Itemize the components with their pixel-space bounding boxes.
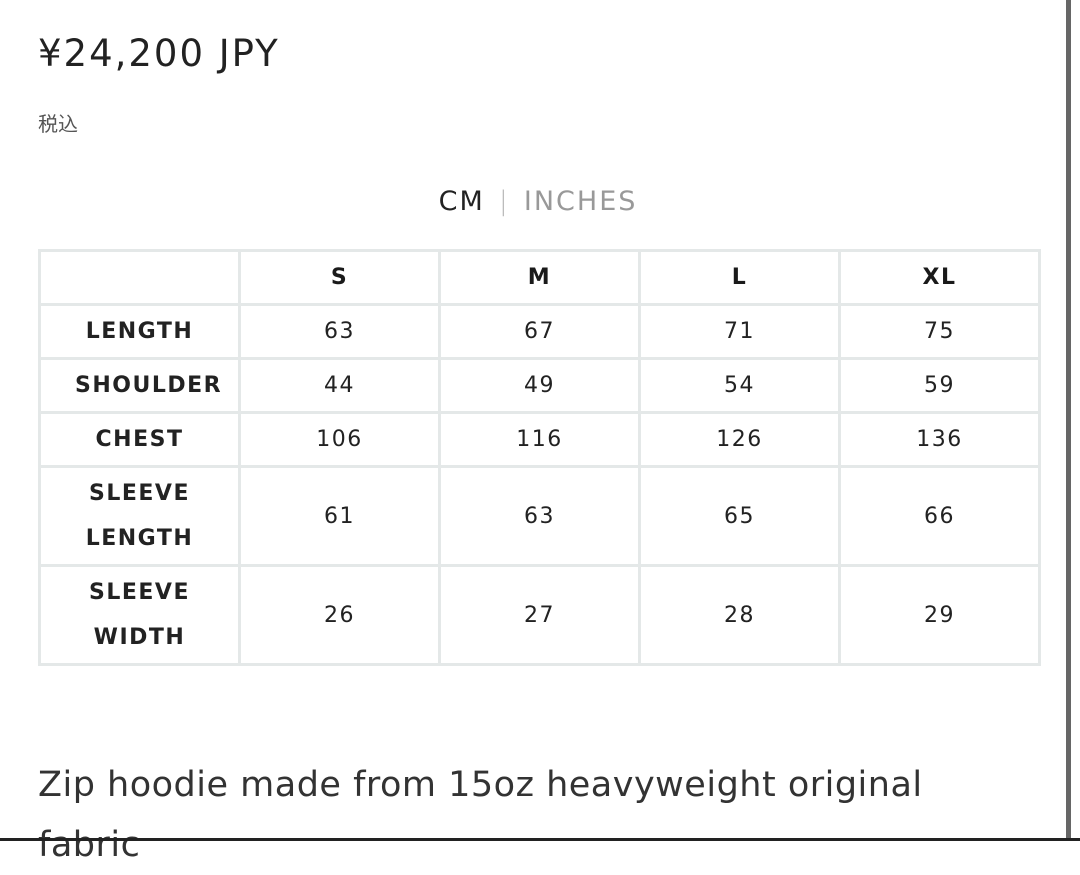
measure-row: SLEEVE WIDTH 26 27 28 29 [38,564,1041,666]
measure-value: 136 [838,411,1041,468]
tax-note: 税込 [38,112,78,136]
row-label: SHOULDER [38,357,241,414]
measure-value: 71 [638,303,841,360]
measure-value: 44 [238,357,441,414]
measure-value: 54 [638,357,841,414]
measure-value: 66 [838,465,1041,567]
unit-toggle: CM | INCHES [0,186,1076,217]
price: ¥24,200 JPY [38,32,280,75]
row-label: CHEST [38,411,241,468]
separator: | [498,186,510,217]
measure-row: LENGTH 63 67 71 75 [38,303,1041,360]
corner-cell [38,249,241,306]
measure-value: 106 [238,411,441,468]
row-label: LENGTH [38,303,241,360]
measure-value: 26 [238,564,441,666]
scrollbar [1066,0,1071,841]
size-header: M [438,249,641,306]
measure-value: 27 [438,564,641,666]
measure-value: 63 [238,303,441,360]
size-header: L [638,249,841,306]
bottom-edge [0,838,1080,841]
row-label: SLEEVE LENGTH [38,465,241,567]
measure-value: 29 [838,564,1041,666]
measure-value: 116 [438,411,641,468]
size-header: XL [838,249,1041,306]
measure-value: 63 [438,465,641,567]
measure-value: 65 [638,465,841,567]
measure-value: 126 [638,411,841,468]
measure-value: 49 [438,357,641,414]
unit-cm[interactable]: CM [438,186,485,217]
measure-row: SLEEVE LENGTH 61 63 65 66 [38,465,1041,567]
header-row: S M L XL [38,249,1041,306]
row-label: SLEEVE WIDTH [38,564,241,666]
measure-value: 67 [438,303,641,360]
measure-value: 61 [238,465,441,567]
size-header: S [238,249,441,306]
measure-row: CHEST 106 116 126 136 [38,411,1041,468]
measure-value: 59 [838,357,1041,414]
measure-row: SHOULDER 44 49 54 59 [38,357,1041,414]
description: Zip hoodie made from 15oz heavyweight or… [38,765,923,865]
measure-value: 75 [838,303,1041,360]
unit-inches[interactable]: INCHES [523,186,638,217]
size-table: S M L XL LENGTH 63 67 71 75 SHOULDER 44 49 54 59 CHEST… [38,249,1041,666]
measure-value: 28 [638,564,841,666]
